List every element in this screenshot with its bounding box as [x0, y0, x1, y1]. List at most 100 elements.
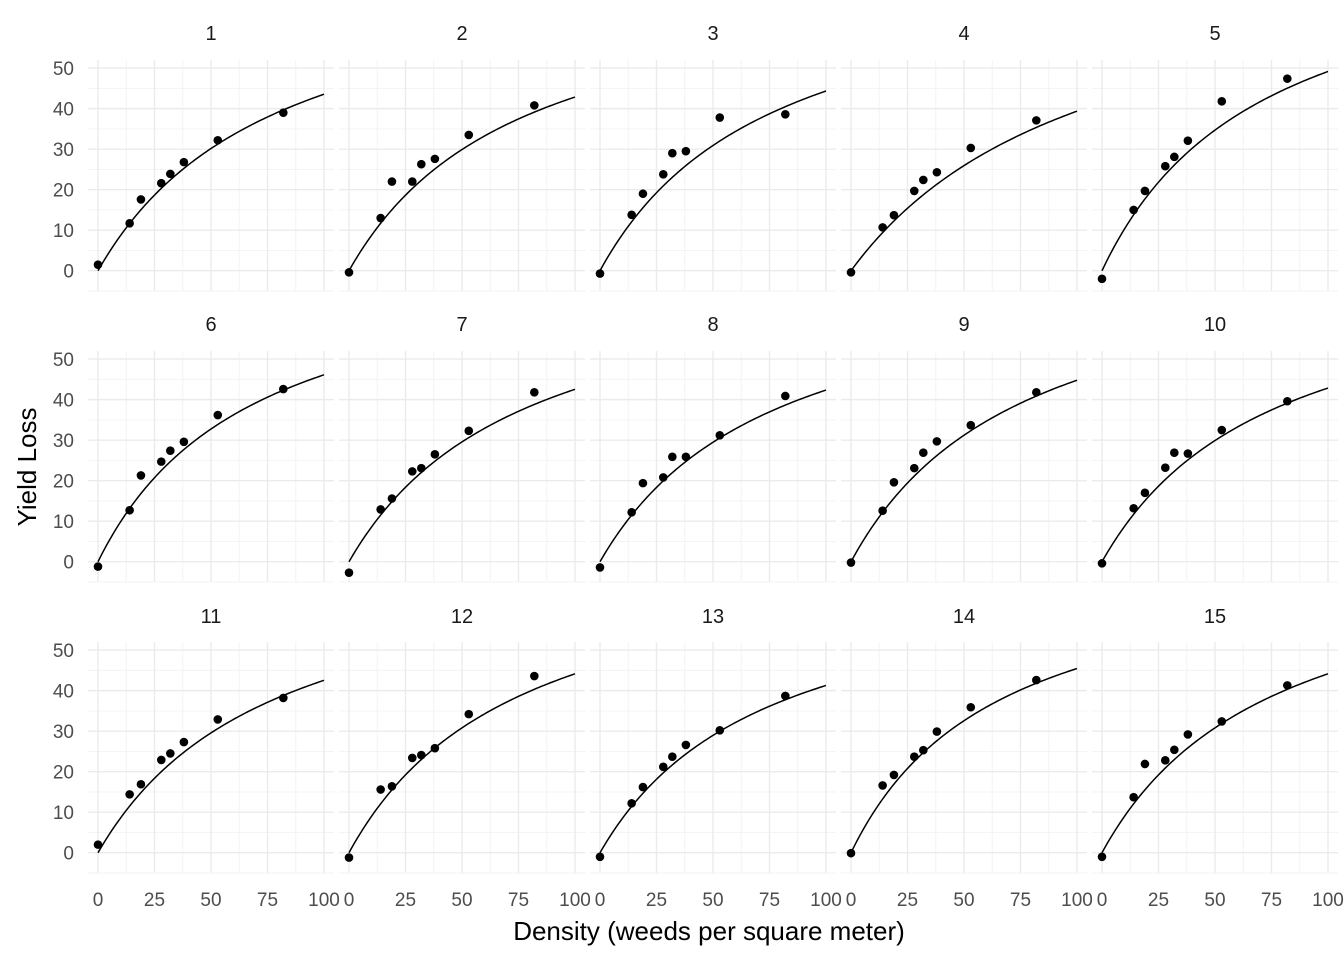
facet-strip-label: 7: [456, 314, 467, 336]
data-point: [1129, 205, 1138, 215]
data-point: [932, 167, 942, 177]
data-point: [781, 691, 790, 701]
data-point: [1097, 559, 1107, 568]
data-point: [1140, 186, 1150, 196]
facet-panel-3: 3: [590, 23, 836, 292]
facet-strip-label: 14: [953, 606, 975, 628]
data-point: [1283, 681, 1292, 690]
x-tick-label: 25: [144, 890, 165, 911]
facet-panel-13: 13 0 25 50 75 100: [590, 606, 842, 911]
data-point: [919, 175, 928, 185]
data-point: [344, 268, 354, 277]
data-point: [878, 506, 887, 515]
x-tick-label: 0: [93, 890, 104, 911]
data-point: [430, 450, 440, 459]
fitted-curve: [1101, 70, 1329, 272]
data-point: [658, 473, 668, 482]
data-point: [279, 108, 288, 117]
data-point: [638, 782, 648, 792]
fitted-curve: [348, 673, 576, 854]
facet-panel-10: 10: [1092, 314, 1338, 583]
x-tick-label: 0: [1097, 890, 1108, 911]
data-point: [156, 178, 166, 188]
fitted-curve: [348, 96, 576, 272]
data-point: [430, 154, 440, 164]
data-point: [1183, 449, 1193, 458]
data-point: [966, 420, 976, 430]
x-tick-label: 75: [1010, 890, 1031, 911]
y-tick-label: 50: [53, 641, 74, 662]
y-tick-label: 20: [53, 763, 74, 784]
x-tick-label: 100: [1061, 890, 1093, 911]
data-point: [179, 737, 189, 747]
y-tick-label: 10: [53, 512, 74, 533]
data-point: [595, 563, 605, 572]
data-point: [213, 135, 223, 145]
facet-strip-label: 6: [205, 314, 216, 336]
data-point: [889, 210, 899, 220]
x-tick-label: 100: [559, 890, 591, 911]
data-point: [1217, 717, 1227, 726]
facet-panel-15: 15 0 25 50 75 100: [1092, 606, 1344, 911]
data-point: [1183, 730, 1193, 739]
facet-strip-label: 3: [707, 23, 718, 45]
data-point: [1217, 425, 1227, 435]
y-tick-label: 40: [53, 391, 74, 412]
facet-panel-12: 12 0 25 50 75 100: [339, 606, 591, 911]
facet-strip-label: 15: [1204, 606, 1226, 628]
facet-panel-9: 9: [841, 314, 1087, 583]
y-tick-label: 20: [53, 472, 74, 493]
data-point: [595, 852, 605, 862]
x-tick-label: 25: [1148, 890, 1169, 911]
data-point: [417, 159, 426, 169]
data-point: [781, 391, 790, 401]
data-point: [407, 177, 417, 186]
data-point: [878, 223, 887, 232]
data-point: [1032, 675, 1041, 685]
data-point: [464, 426, 474, 436]
facet-strip-label: 5: [1209, 23, 1220, 45]
data-point: [668, 752, 677, 761]
data-point: [681, 452, 691, 462]
data-point: [919, 745, 928, 755]
data-point: [387, 781, 397, 791]
y-tick-label: 40: [53, 100, 74, 121]
x-tick-label: 75: [1261, 890, 1282, 911]
data-point: [279, 693, 288, 703]
data-point: [156, 457, 166, 466]
facet-panel-11: 11 0 10 20 30 40 50 0 25 50 75 100: [53, 606, 340, 911]
data-point: [166, 446, 175, 455]
data-point: [1160, 161, 1170, 171]
fitted-curve: [97, 679, 325, 854]
facet-strip-label: 1: [205, 23, 216, 45]
data-point: [417, 750, 426, 760]
y-tick-label: 50: [53, 350, 74, 371]
data-point: [407, 753, 417, 763]
data-point: [125, 505, 134, 515]
data-point: [909, 752, 919, 761]
x-tick-label: 50: [200, 890, 221, 911]
y-tick-label: 30: [53, 722, 74, 743]
facet-panel-14: 14 0 25 50 75 100: [841, 606, 1093, 911]
x-tick-label: 75: [257, 890, 278, 911]
y-tick-label: 20: [53, 181, 74, 202]
x-tick-label: 25: [646, 890, 667, 911]
y-axis-title: Yield Loss: [12, 408, 42, 527]
data-point: [417, 463, 426, 473]
data-point: [1097, 274, 1107, 284]
data-point: [376, 505, 385, 514]
data-point: [1183, 136, 1193, 145]
data-point: [407, 467, 417, 476]
data-point: [668, 148, 677, 158]
x-axis-title: Density (weeds per square meter): [513, 916, 905, 946]
x-tick-label: 100: [810, 890, 842, 911]
data-point: [430, 743, 440, 753]
facet-strip-label: 8: [707, 314, 718, 336]
facet-strip-label: 11: [201, 606, 222, 628]
facet-strip-label: 2: [456, 23, 467, 45]
data-point: [93, 260, 103, 269]
x-tick-label: 50: [953, 890, 974, 911]
data-point: [932, 727, 942, 736]
fitted-curve: [850, 110, 1078, 272]
data-point: [715, 113, 725, 122]
